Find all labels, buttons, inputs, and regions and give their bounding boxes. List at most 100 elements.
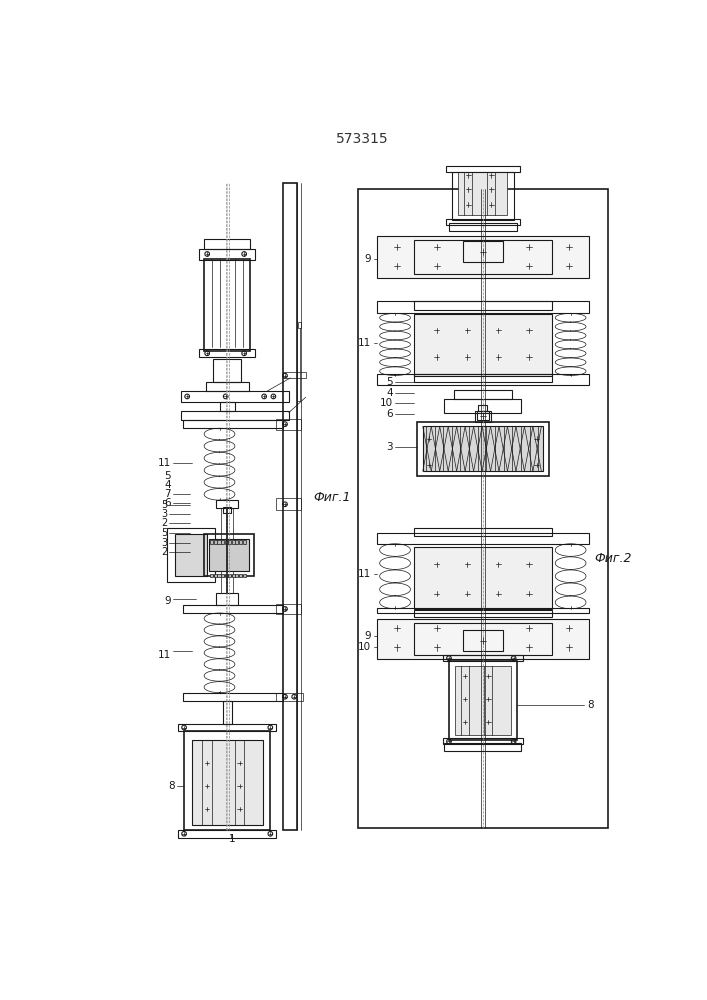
Bar bbox=[454, 389, 512, 399]
Bar bbox=[475, 411, 491, 422]
Bar bbox=[216, 500, 238, 508]
Bar bbox=[414, 623, 552, 655]
Bar bbox=[206, 382, 249, 391]
Text: 1: 1 bbox=[229, 834, 236, 844]
Bar bbox=[446, 219, 520, 225]
Bar bbox=[276, 498, 301, 510]
Bar bbox=[239, 574, 242, 577]
Bar bbox=[223, 507, 231, 513]
Bar bbox=[239, 540, 242, 544]
Text: 2: 2 bbox=[161, 518, 167, 528]
Bar bbox=[232, 540, 235, 544]
Bar bbox=[377, 533, 589, 544]
Bar bbox=[175, 534, 207, 576]
Bar bbox=[455, 666, 510, 735]
Text: Фиг.1: Фиг.1 bbox=[313, 491, 351, 504]
Bar bbox=[463, 630, 503, 651]
Bar bbox=[221, 540, 224, 544]
Bar bbox=[276, 419, 301, 430]
Bar bbox=[214, 359, 241, 382]
Bar bbox=[192, 740, 262, 825]
Bar bbox=[477, 411, 489, 420]
Text: 6: 6 bbox=[386, 409, 393, 419]
Text: 11: 11 bbox=[358, 338, 371, 348]
Bar bbox=[276, 693, 303, 701]
Text: 573315: 573315 bbox=[336, 132, 388, 146]
Bar bbox=[377, 619, 589, 659]
Bar bbox=[225, 574, 228, 577]
Bar bbox=[182, 605, 283, 613]
Bar bbox=[204, 259, 250, 351]
Bar bbox=[199, 249, 255, 260]
Text: 9: 9 bbox=[365, 254, 371, 264]
Bar bbox=[414, 528, 552, 536]
Bar bbox=[221, 508, 233, 593]
Bar bbox=[204, 239, 250, 249]
Text: 6: 6 bbox=[164, 498, 171, 508]
Text: 5: 5 bbox=[161, 500, 167, 510]
Bar bbox=[235, 574, 238, 577]
Bar bbox=[449, 223, 517, 231]
Bar bbox=[414, 374, 552, 382]
Bar bbox=[228, 540, 231, 544]
Text: 9: 9 bbox=[365, 631, 371, 641]
Bar bbox=[218, 540, 221, 544]
Bar bbox=[377, 235, 589, 278]
Text: 5: 5 bbox=[386, 377, 393, 387]
Bar bbox=[443, 655, 523, 661]
Bar bbox=[218, 574, 221, 577]
Bar bbox=[478, 405, 487, 411]
Bar bbox=[446, 166, 520, 172]
Text: 5: 5 bbox=[161, 528, 167, 538]
Bar bbox=[452, 172, 514, 220]
Bar bbox=[463, 241, 503, 262]
Text: 11: 11 bbox=[158, 650, 171, 660]
Text: 8: 8 bbox=[587, 700, 593, 710]
Bar bbox=[184, 731, 270, 830]
Bar bbox=[210, 574, 214, 577]
Bar bbox=[199, 349, 255, 357]
Bar bbox=[444, 399, 521, 413]
Bar bbox=[181, 391, 288, 402]
Bar bbox=[414, 240, 552, 274]
Bar bbox=[243, 540, 246, 544]
Text: 3: 3 bbox=[386, 442, 393, 452]
Bar bbox=[219, 402, 235, 411]
Text: 5: 5 bbox=[164, 471, 171, 481]
Text: 11: 11 bbox=[358, 569, 371, 579]
Text: 3: 3 bbox=[161, 509, 167, 519]
Bar bbox=[210, 540, 214, 544]
Bar bbox=[283, 183, 296, 830]
Bar bbox=[214, 574, 217, 577]
Bar bbox=[377, 374, 589, 385]
Bar bbox=[167, 528, 215, 582]
Text: 10: 10 bbox=[358, 642, 371, 652]
Bar bbox=[235, 540, 238, 544]
Bar bbox=[414, 301, 552, 310]
Bar bbox=[178, 724, 276, 731]
Text: 7: 7 bbox=[164, 489, 171, 499]
Bar bbox=[283, 372, 305, 378]
Text: 11: 11 bbox=[158, 458, 171, 468]
Bar bbox=[228, 574, 231, 577]
Text: 10: 10 bbox=[380, 398, 393, 408]
Bar bbox=[416, 422, 549, 476]
Bar bbox=[414, 314, 552, 376]
Bar bbox=[232, 574, 235, 577]
Bar bbox=[225, 540, 228, 544]
Text: 4: 4 bbox=[386, 388, 393, 398]
Bar bbox=[458, 172, 508, 215]
Bar bbox=[414, 547, 552, 609]
Text: 2: 2 bbox=[161, 547, 167, 557]
Bar bbox=[223, 701, 232, 724]
Bar bbox=[243, 574, 246, 577]
Bar bbox=[298, 322, 301, 328]
Bar bbox=[209, 539, 249, 571]
Bar bbox=[214, 540, 217, 544]
Bar bbox=[182, 420, 283, 428]
Bar bbox=[181, 411, 288, 420]
Bar bbox=[221, 574, 224, 577]
Bar bbox=[216, 593, 238, 605]
Text: 4: 4 bbox=[164, 480, 171, 490]
Bar bbox=[204, 534, 254, 576]
